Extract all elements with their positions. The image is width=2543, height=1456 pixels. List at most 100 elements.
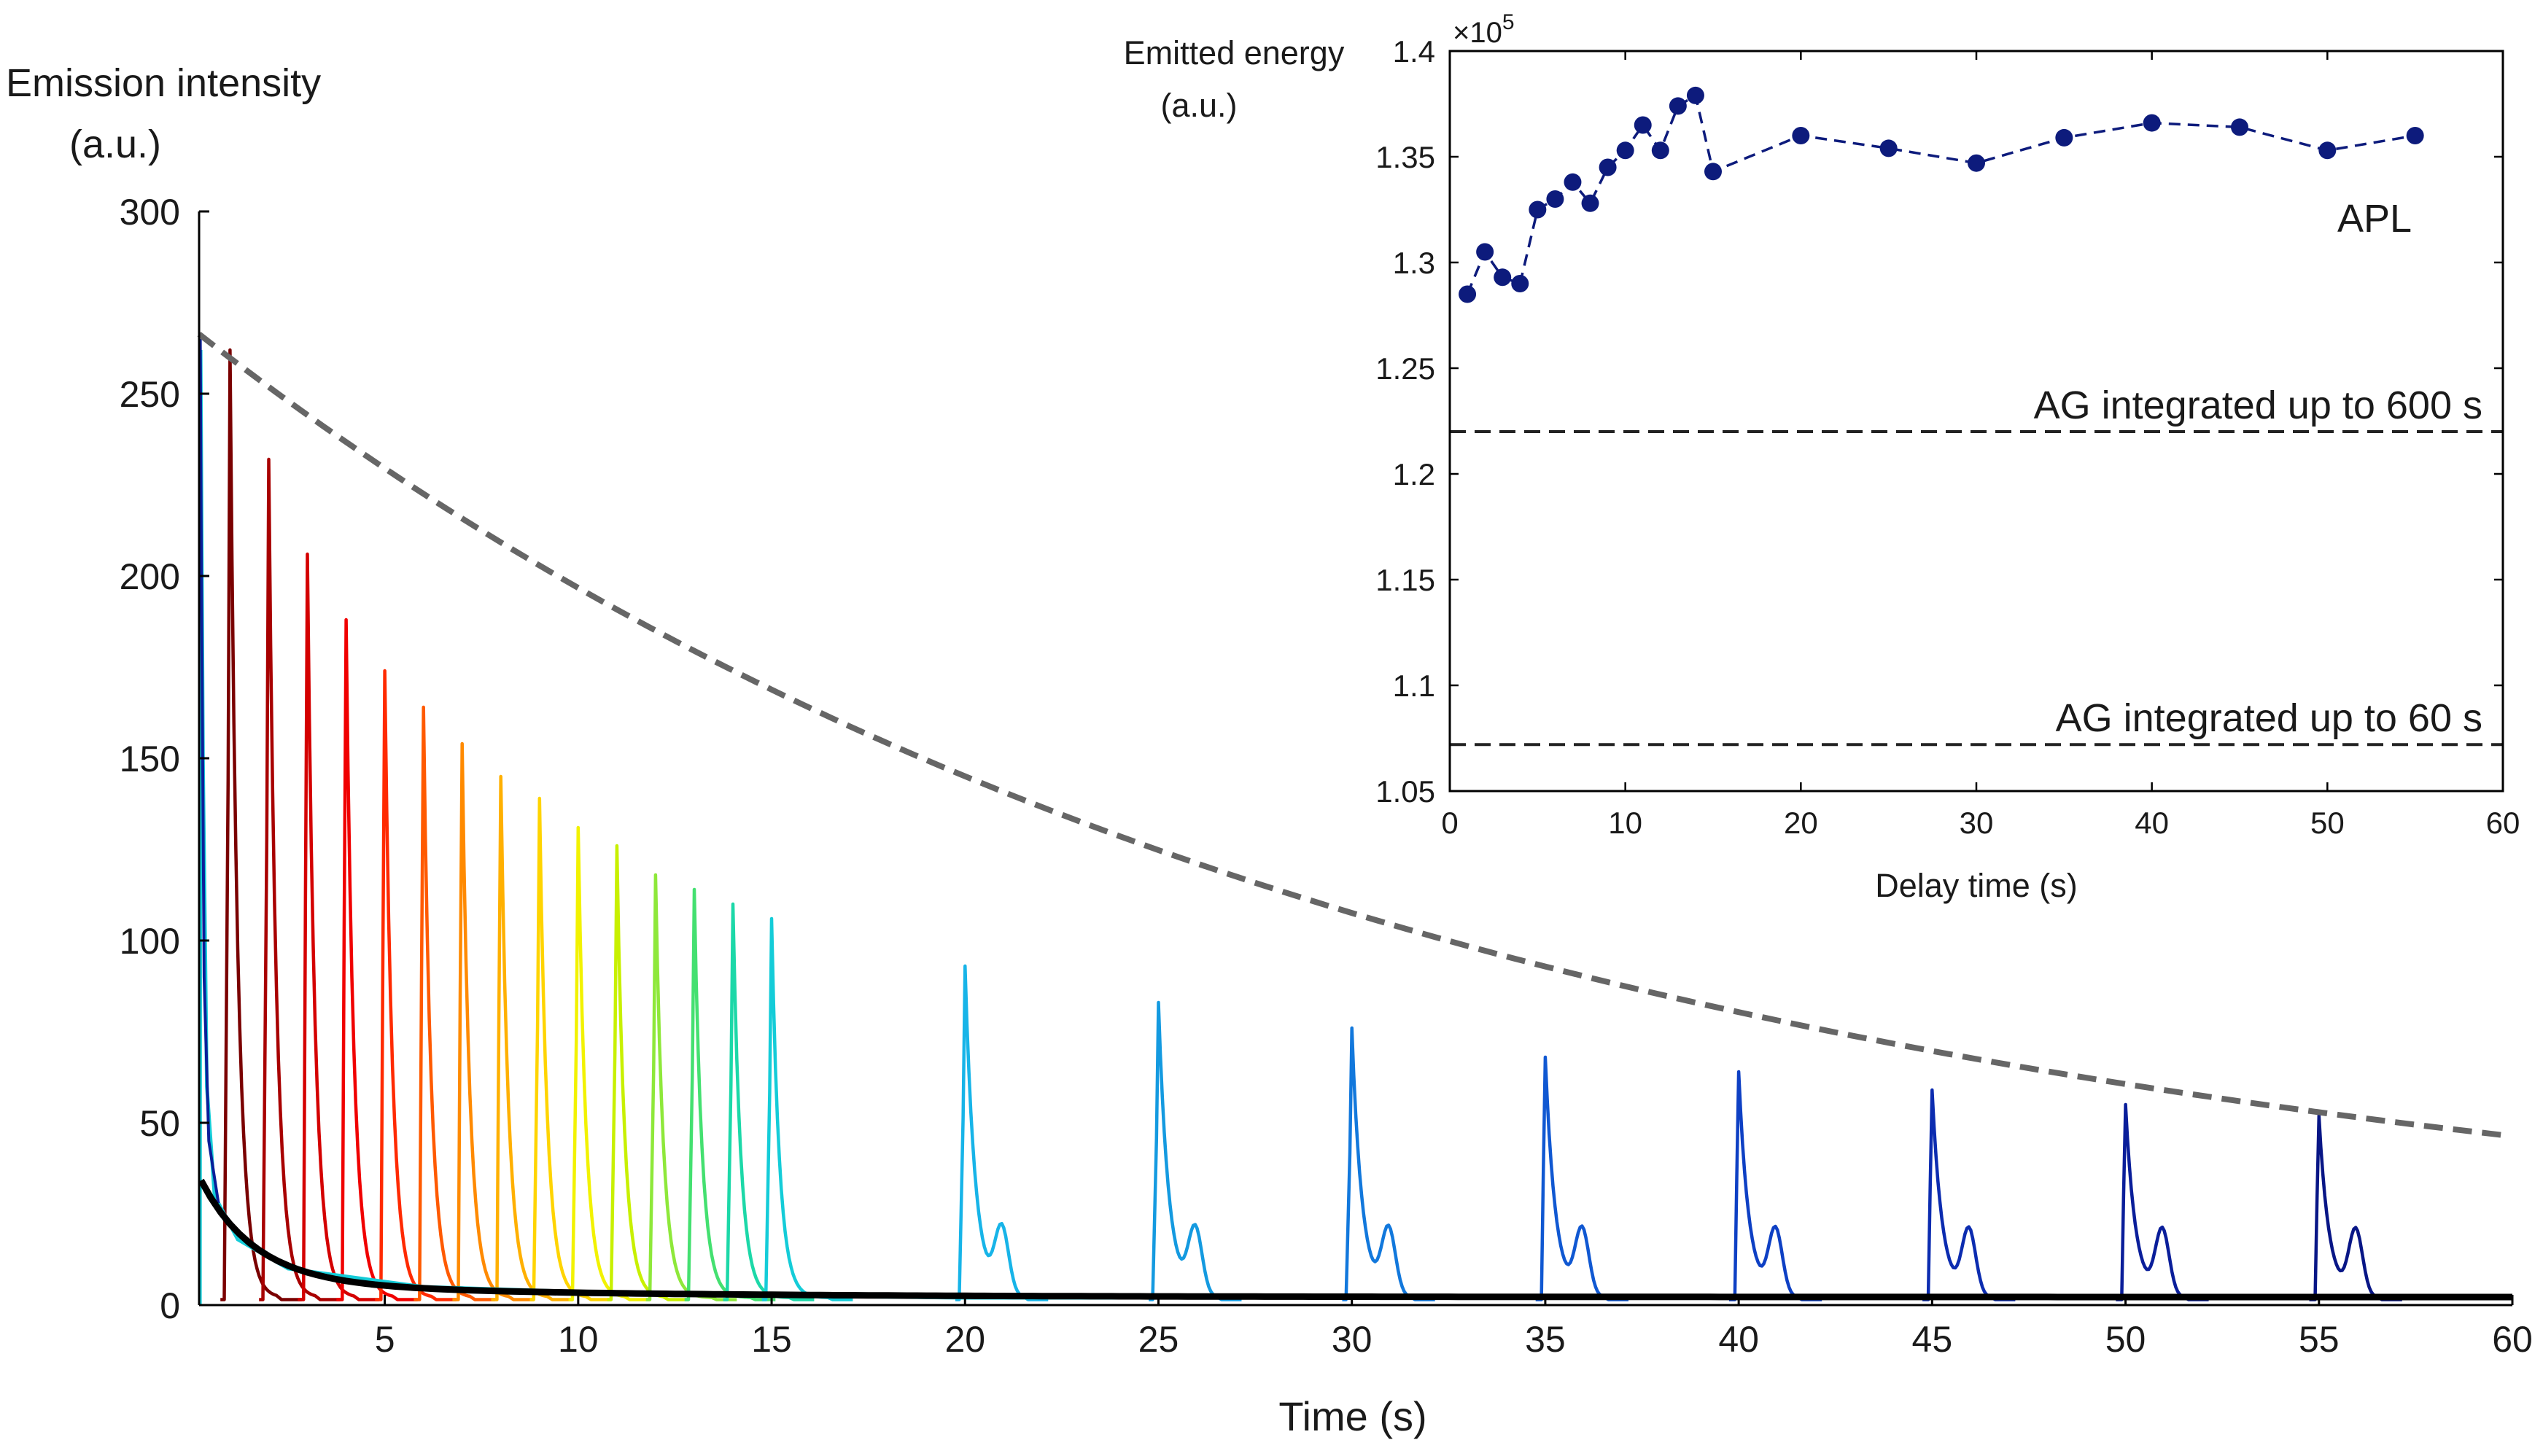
pulse-curve	[568, 825, 650, 1301]
main-x-tick-label: 15	[751, 1319, 792, 1360]
inset-x-tick-label: 50	[2310, 806, 2345, 840]
main-y-tick-label: 250	[120, 374, 180, 415]
inset-y-tick-label: 1.2	[1393, 457, 1435, 491]
afterglow-curve	[198, 1178, 2512, 1301]
inset-data-point	[2055, 128, 2073, 147]
inset-data-point	[1459, 285, 1477, 303]
main-x-tick-label: 50	[2105, 1319, 2146, 1360]
inset-data-point	[2231, 118, 2248, 136]
inset-data-point	[1546, 190, 1564, 208]
inset-y-tick-label: 1.4	[1393, 34, 1435, 69]
inset-reference-label: AG integrated up to 60 s	[2056, 696, 2482, 740]
pulse-curve	[491, 774, 572, 1301]
inset-x-tick-label: 30	[1960, 806, 1994, 840]
pulse-curve	[955, 964, 1049, 1301]
inset-x-tick-label: 10	[1608, 806, 1642, 840]
inset-data-point	[1669, 97, 1687, 115]
inset-y-tick-label: 1.3	[1393, 246, 1435, 280]
pulse-curve	[2116, 1102, 2209, 1301]
main-y-label-line1: Emission intensity	[6, 61, 321, 105]
main-x-tick-label: 30	[1332, 1319, 1373, 1360]
main-y-tick-label: 200	[120, 556, 180, 597]
pulse-curve	[607, 844, 688, 1301]
inset-data-point	[1616, 141, 1634, 160]
inset-data-point	[1581, 194, 1599, 212]
inset-data-point	[1494, 268, 1512, 287]
inset-y-tick-label: 1.25	[1375, 351, 1435, 386]
inset-data-point	[1511, 275, 1529, 292]
pulse-curve	[1342, 1026, 1435, 1301]
inset-x-tick-label: 40	[2135, 806, 2169, 840]
pulse-curve	[414, 705, 495, 1301]
inset-data-point	[1651, 141, 1669, 160]
main-curves	[197, 332, 2512, 1306]
inset-y-tick-label: 1.1	[1393, 669, 1435, 703]
inset-data-point	[1634, 116, 1652, 134]
pulse-curve	[761, 916, 853, 1301]
inset-data-point	[2406, 127, 2424, 144]
main-x-tick-label: 5	[375, 1319, 395, 1360]
inset-y-tick-label: 1.05	[1375, 774, 1435, 809]
inset-exponent-base: ×10	[1453, 17, 1502, 49]
main-x-tick-label: 25	[1138, 1319, 1179, 1360]
inset-data-point	[1599, 158, 1617, 176]
inset-exponent: ×105	[1453, 10, 1515, 49]
pulse-curve	[298, 552, 379, 1301]
main-x-tick-label: 60	[2492, 1319, 2533, 1360]
main-y-label-line2: (a.u.)	[69, 122, 161, 166]
inset-x-tick-label: 60	[2486, 806, 2520, 840]
main-y-tick-label: 50	[139, 1103, 180, 1144]
pulse-curve	[2309, 1113, 2402, 1301]
main-y-ticks: 0 50 100 150 200 250 300	[120, 192, 209, 1326]
inset-x-ticks: 0 10 20 30 40 50 60	[1441, 51, 2520, 840]
inset-series	[1459, 86, 2424, 303]
inset-data-point	[1704, 163, 1722, 181]
inset-data-point	[1529, 201, 1547, 219]
inset-x-tick-label: 0	[1441, 806, 1458, 840]
main-x-tick-label: 55	[2299, 1319, 2340, 1360]
inset-reference-label: AG integrated up to 600 s	[2034, 384, 2482, 427]
main-x-tick-label: 35	[1525, 1319, 1566, 1360]
main-y-tick-label: 100	[120, 921, 180, 962]
inset-y-label-line1: Emitted energy	[1124, 34, 1345, 71]
inset-data-point	[1564, 173, 1582, 191]
inset-data-point	[1476, 243, 1494, 261]
inset-y-tick-label: 1.35	[1375, 140, 1435, 174]
initial-spike-curve	[198, 338, 220, 1204]
pulse-curve	[1149, 1000, 1242, 1301]
inset-data-point	[1792, 127, 1810, 144]
pulse-curve	[452, 741, 534, 1301]
inset-series-label: APL	[2337, 197, 2412, 241]
inset-data-point	[1686, 86, 1704, 104]
inset-data-point	[2318, 141, 2337, 160]
main-x-tick-label: 10	[558, 1319, 599, 1360]
pulse-curve	[375, 669, 457, 1301]
main-x-tick-label: 40	[1718, 1319, 1759, 1360]
main-y-tick-label: 300	[120, 192, 180, 233]
inset-x-tick-label: 20	[1784, 806, 1818, 840]
inset-y-label-line2: (a.u.)	[1160, 87, 1237, 124]
inset-x-label: Delay time (s)	[1875, 867, 2078, 904]
pulse-curve	[529, 796, 611, 1301]
pulse-curve	[1535, 1055, 1628, 1301]
main-x-ticks: 5 10 15 20 25 30 35 40 45 50 55 60	[375, 1295, 2533, 1360]
main-x-label: Time (s)	[1278, 1393, 1426, 1439]
pulse-curve	[336, 618, 418, 1301]
inset-y-ticks: 1.05 1.1 1.15 1.2 1.25 1.3 1.35 1.4	[1375, 34, 2503, 809]
pulse-curve	[1728, 1070, 1822, 1301]
inset-exponent-power: 5	[1502, 10, 1515, 34]
pulse-curve	[220, 348, 302, 1301]
inset-data-point	[1968, 154, 1985, 172]
inset-chart: AG integrated up to 600 s AG integrated u…	[1124, 10, 2520, 904]
inset-data-point	[2143, 114, 2161, 132]
main-y-tick-label: 150	[120, 739, 180, 779]
inset-y-tick-label: 1.15	[1375, 563, 1435, 597]
main-y-tick-label: 0	[160, 1285, 180, 1326]
inset-background	[1450, 51, 2503, 791]
pulse-curve	[259, 457, 341, 1301]
inset-data-point	[1879, 139, 1898, 157]
pulse-curve	[1922, 1088, 2016, 1301]
